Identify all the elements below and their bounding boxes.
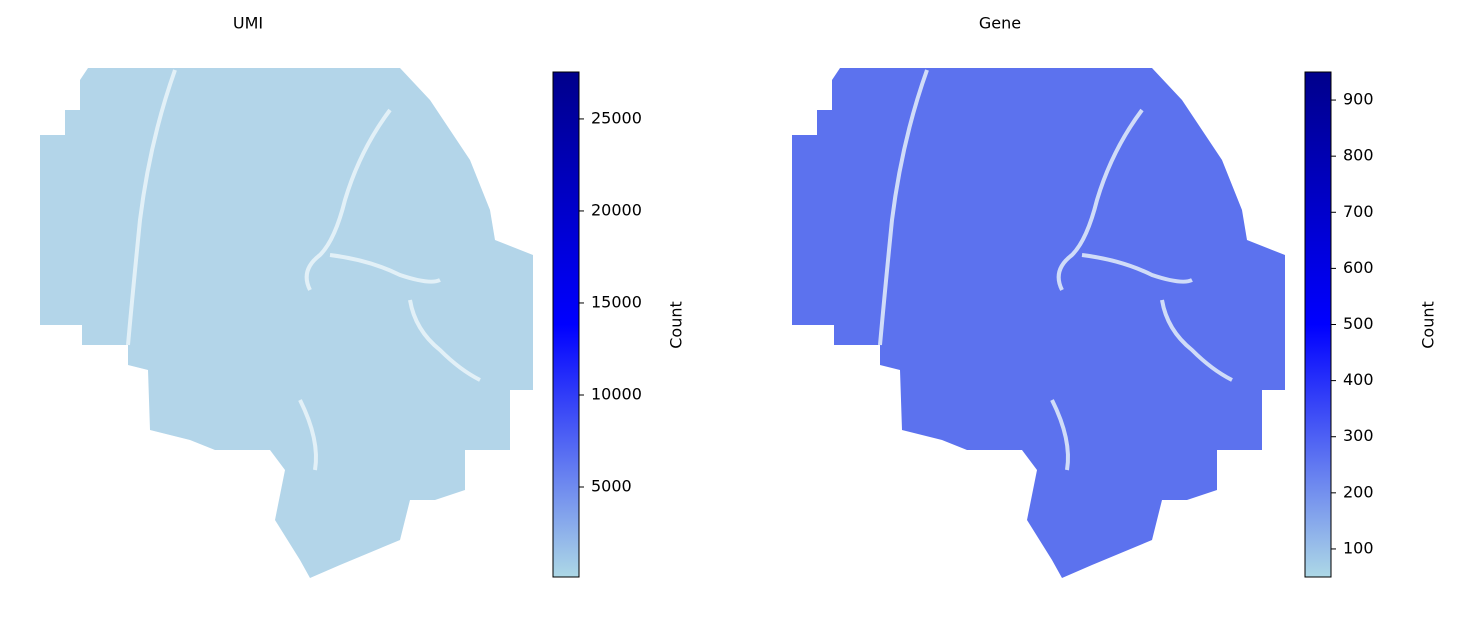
tissue-gap	[1081, 253, 1193, 284]
colorbar-tick-label: 800	[1343, 146, 1374, 165]
panel-title: Gene	[979, 14, 1021, 33]
colorbar-tick-label: 10000	[591, 384, 642, 403]
tissue-gap	[1160, 299, 1233, 382]
colorbar-tick-label: 600	[1343, 258, 1374, 277]
tissue-gap	[126, 69, 177, 346]
colorbar-tick-label: 400	[1343, 370, 1374, 389]
colorbar-tick-label: 700	[1343, 202, 1374, 221]
colorbar-tick-label: 20000	[591, 200, 642, 219]
tissue-gap	[298, 399, 318, 471]
colorbar-tick-label: 200	[1343, 482, 1374, 501]
colorbar-tick-label: 15000	[591, 292, 642, 311]
colorbar-label: Count	[1419, 301, 1438, 349]
colorbar	[552, 71, 580, 578]
tissue-gap	[1050, 399, 1070, 471]
tissue	[792, 68, 1285, 578]
colorbar	[1304, 71, 1332, 578]
colorbar-tick-label: 300	[1343, 426, 1374, 445]
colorbar-tick-label: 900	[1343, 90, 1374, 109]
tissue-gap	[878, 69, 929, 346]
tissue-gap	[408, 299, 481, 382]
tissue	[40, 68, 533, 578]
tissue-gap	[329, 253, 441, 284]
tissue-gap	[304, 108, 392, 291]
colorbar-tick-label: 5000	[591, 477, 632, 496]
colorbar-tick-label: 100	[1343, 538, 1374, 557]
colorbar-label: Count	[667, 301, 686, 349]
tissue-gap	[1056, 108, 1144, 291]
panel-title: UMI	[233, 14, 263, 33]
colorbar-tick-label: 25000	[591, 108, 642, 127]
colorbar-tick-label: 500	[1343, 314, 1374, 333]
